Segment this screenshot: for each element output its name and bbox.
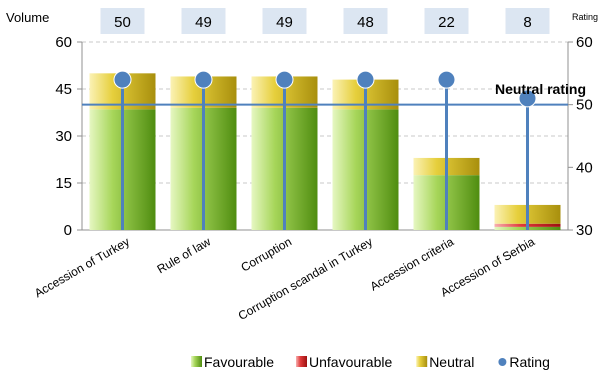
rating-series <box>113 70 537 230</box>
volume-header-label: Volume <box>6 10 49 25</box>
volume-boxes: 50 49 49 48 22 8 <box>100 8 550 34</box>
rating-point <box>194 70 213 89</box>
right-tick-label: 60 <box>576 34 593 51</box>
right-tick-label: 30 <box>576 222 593 239</box>
volume-value: 49 <box>276 14 293 31</box>
right-tick-label: 50 <box>576 97 593 114</box>
legend-label: Unfavourable <box>309 354 392 370</box>
legend-swatch-unfavourable <box>296 356 307 367</box>
category-label: Rule of law <box>155 234 214 276</box>
rating-point <box>113 70 132 89</box>
volume-box <box>262 8 307 34</box>
legend: Favourable Unfavourable Neutral Rating <box>191 354 550 370</box>
legend-swatch-favourable <box>191 356 202 367</box>
category-labels: Accession of Turkey Rule of law Corruption… <box>32 234 537 323</box>
volume-box <box>343 8 388 34</box>
legend-label: Favourable <box>204 354 274 370</box>
left-tick-label: 60 <box>55 34 72 51</box>
left-tick-label: 15 <box>55 175 72 192</box>
volume-value: 8 <box>523 14 531 31</box>
volume-box <box>181 8 226 34</box>
legend-label: Rating <box>509 354 549 370</box>
volume-box <box>424 8 469 34</box>
right-axis-ticks: 30 40 50 60 <box>568 34 593 239</box>
gridlines <box>82 41 568 184</box>
rating-header-label: Rating <box>572 12 598 22</box>
volume-value: 48 <box>357 14 374 31</box>
left-axis-ticks: 0 15 30 45 60 <box>55 34 82 239</box>
left-tick-label: 45 <box>55 81 72 98</box>
legend-label: Neutral <box>429 354 474 370</box>
category-label: Accession of Turkey <box>32 234 132 300</box>
rating-point <box>356 70 375 89</box>
left-tick-label: 0 <box>64 222 72 239</box>
left-tick-label: 30 <box>55 128 72 145</box>
rating-point <box>437 70 456 89</box>
rating-point <box>275 70 294 89</box>
legend-swatch-neutral <box>416 356 428 367</box>
neutral-rating-annotation: Neutral rating <box>495 81 586 97</box>
legend-swatch-rating <box>498 358 507 366</box>
category-label: Corruption scandal in Turkey <box>236 234 375 322</box>
rating-point <box>518 89 537 108</box>
volume-value: 22 <box>438 14 455 31</box>
volume-box <box>505 8 550 34</box>
category-label: Corruption <box>238 234 294 274</box>
volume-value: 50 <box>114 14 131 31</box>
volume-value: 49 <box>195 14 212 31</box>
bars <box>89 73 561 230</box>
right-tick-label: 40 <box>576 159 593 176</box>
volume-box <box>100 8 145 34</box>
